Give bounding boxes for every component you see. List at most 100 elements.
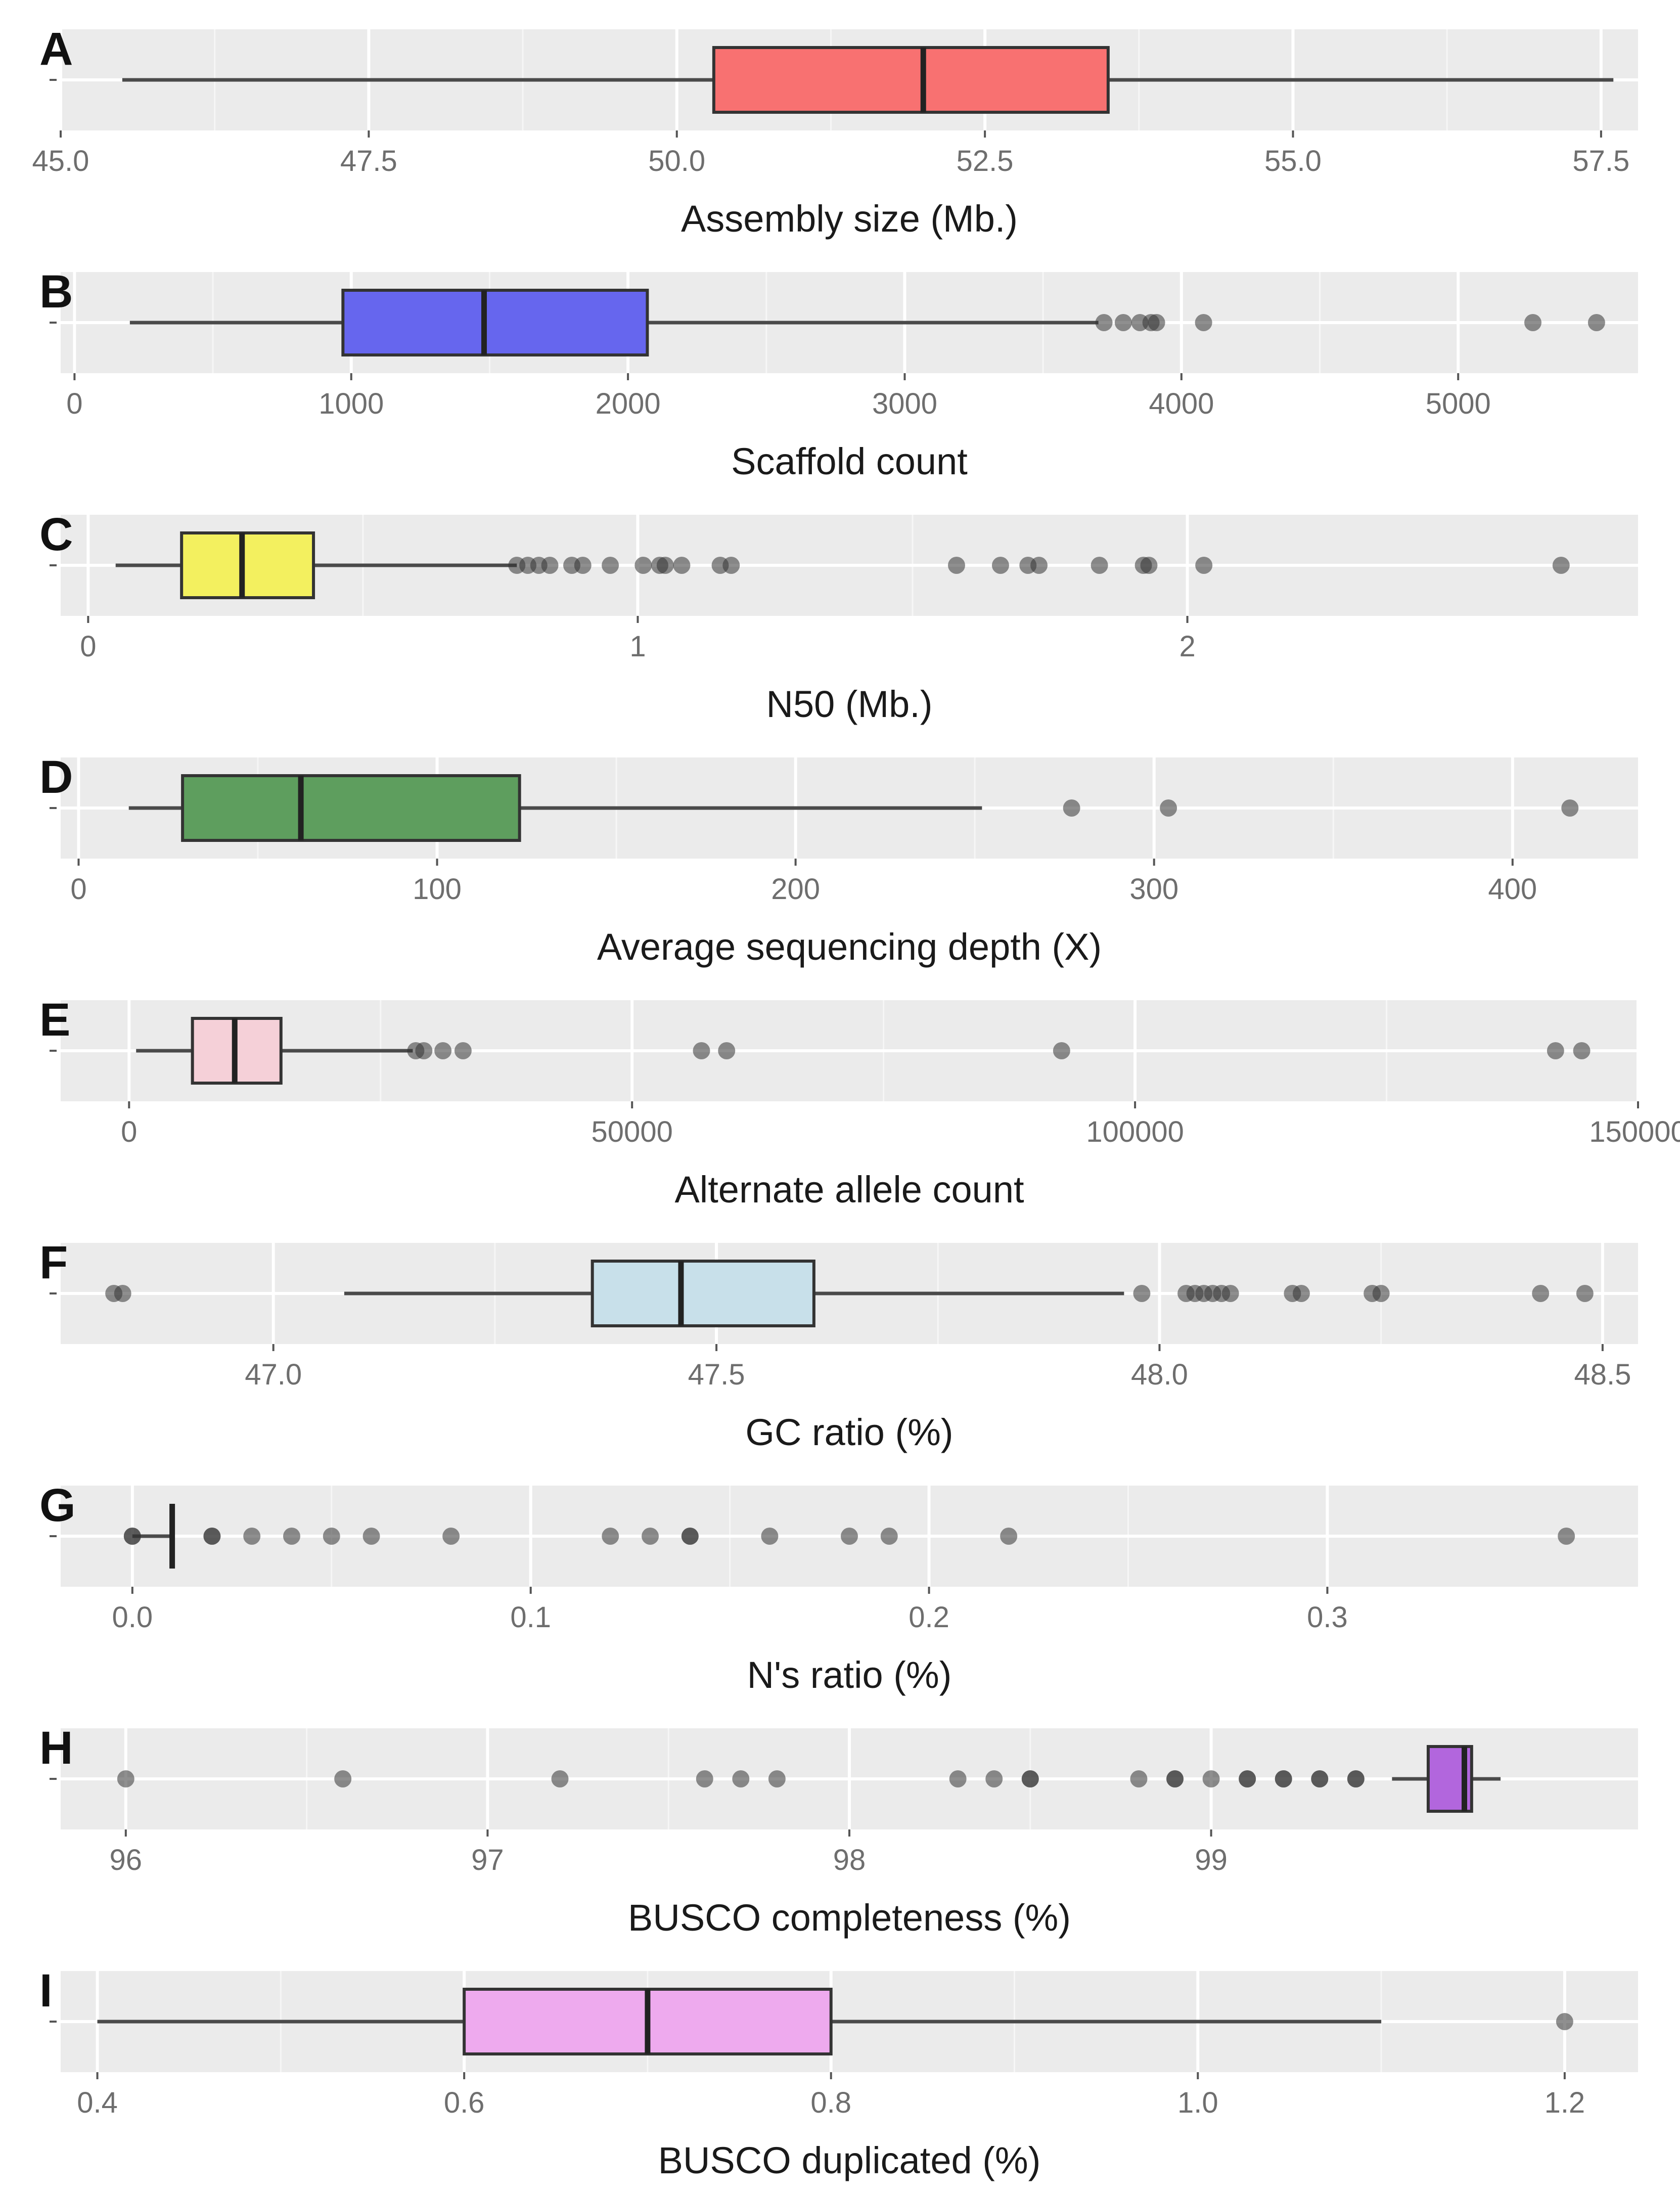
outlier-point: [203, 1528, 221, 1545]
outlier-point: [334, 1770, 352, 1787]
panel-letter: C: [39, 509, 73, 560]
outlier-point: [283, 1528, 300, 1545]
outlier-point: [880, 1528, 898, 1545]
outlier-point: [415, 1042, 433, 1059]
outlier-point: [718, 1042, 736, 1059]
x-tick-label: 0.2: [909, 1601, 949, 1634]
x-tick-label: 400: [1488, 873, 1537, 906]
outlier-point: [1130, 1770, 1148, 1787]
outlier-point: [656, 557, 674, 574]
outlier-point: [323, 1528, 340, 1545]
outlier-point: [634, 557, 652, 574]
x-tick-label: 300: [1129, 873, 1178, 906]
x-tick-label: 57.5: [1572, 145, 1629, 177]
outlier-point: [693, 1042, 710, 1059]
outlier-point: [673, 557, 691, 574]
outlier-point: [1556, 2013, 1573, 2030]
outlier-point: [1372, 1285, 1390, 1302]
iqr-box: [181, 774, 521, 842]
x-tick-label: 200: [771, 873, 820, 906]
outlier-point: [696, 1770, 713, 1787]
x-tick-label: 50000: [592, 1115, 673, 1148]
outlier-point: [123, 1528, 141, 1545]
x-tick-label: 2: [1179, 630, 1195, 663]
outlier-point: [1053, 1042, 1070, 1059]
outlier-point: [1021, 1770, 1039, 1787]
outlier-point: [602, 557, 619, 574]
x-tick-label: 0.0: [112, 1601, 153, 1634]
outlier-point: [1532, 1285, 1550, 1302]
outlier-point: [1202, 1770, 1220, 1787]
outlier-point: [841, 1528, 858, 1545]
x-axis-title: Scaffold count: [731, 440, 968, 482]
outlier-point: [434, 1042, 452, 1059]
outlier-point: [1063, 799, 1080, 817]
outlier-point: [1576, 1285, 1594, 1302]
x-tick-label: 100000: [1086, 1115, 1184, 1148]
outlier-point: [949, 1770, 967, 1787]
x-tick-label: 48.5: [1574, 1358, 1631, 1391]
x-tick-label: 1.2: [1545, 2086, 1585, 2119]
x-tick-label: 0: [70, 873, 86, 906]
outlier-point: [1133, 1285, 1151, 1302]
x-tick-label: 99: [1195, 1844, 1228, 1876]
outlier-point: [1552, 557, 1570, 574]
outlier-point: [1547, 1042, 1564, 1059]
panel-letter: G: [39, 1480, 76, 1531]
outlier-point: [1030, 557, 1048, 574]
x-tick-label: 0.1: [510, 1601, 551, 1634]
outlier-point: [761, 1528, 779, 1545]
iqr-box: [591, 1260, 815, 1327]
outlier-point: [1292, 1285, 1310, 1302]
outlier-point: [1195, 314, 1212, 331]
x-tick-label: 0: [121, 1115, 137, 1148]
x-tick-label: 97: [471, 1844, 504, 1876]
outlier-point: [1311, 1770, 1329, 1787]
outlier-point: [1166, 1770, 1184, 1787]
outlier-point: [722, 557, 740, 574]
x-axis-title: N's ratio (%): [747, 1654, 952, 1696]
outlier-point: [1148, 314, 1165, 331]
x-tick-label: 100: [413, 873, 462, 906]
panel-letter: A: [39, 23, 73, 75]
iqr-box: [180, 531, 315, 599]
x-tick-label: 47.0: [245, 1358, 302, 1391]
x-tick-label: 48.0: [1131, 1358, 1188, 1391]
outlier-point: [1561, 799, 1579, 817]
outlier-point: [681, 1528, 699, 1545]
outlier-point: [1091, 557, 1108, 574]
x-axis-title: GC ratio (%): [745, 1411, 953, 1453]
outlier-point: [1275, 1770, 1292, 1787]
x-tick-label: 1: [629, 630, 646, 663]
x-tick-label: 4000: [1149, 387, 1214, 420]
outlier-point: [442, 1528, 460, 1545]
x-axis-title: Alternate allele count: [674, 1169, 1024, 1211]
outlier-point: [541, 557, 559, 574]
x-axis-title: N50 (Mb.): [766, 683, 933, 725]
x-tick-label: 2000: [596, 387, 661, 420]
outlier-point: [602, 1528, 619, 1545]
outlier-point: [1239, 1770, 1256, 1787]
outlier-point: [114, 1285, 131, 1302]
x-tick-label: 3000: [872, 387, 937, 420]
x-tick-label: 0.4: [77, 2086, 118, 2119]
outlier-point: [1000, 1528, 1018, 1545]
outlier-point: [1587, 314, 1605, 331]
panel-letter: I: [39, 1965, 53, 2017]
x-tick-label: 98: [833, 1844, 866, 1876]
outlier-point: [1195, 557, 1213, 574]
x-tick-label: 0: [80, 630, 96, 663]
x-tick-label: 0: [66, 387, 82, 420]
iqr-box: [712, 46, 1110, 114]
panel-letter: E: [39, 994, 70, 1046]
iqr-box: [341, 289, 649, 356]
x-tick-label: 0.8: [810, 2086, 851, 2119]
outlier-point: [768, 1770, 786, 1787]
x-tick-label: 52.5: [957, 145, 1014, 177]
x-tick-label: 0.3: [1307, 1601, 1348, 1634]
outlier-point: [1160, 799, 1177, 817]
x-tick-label: 47.5: [340, 145, 397, 177]
outlier-point: [454, 1042, 472, 1059]
x-tick-label: 0.6: [444, 2086, 485, 2119]
